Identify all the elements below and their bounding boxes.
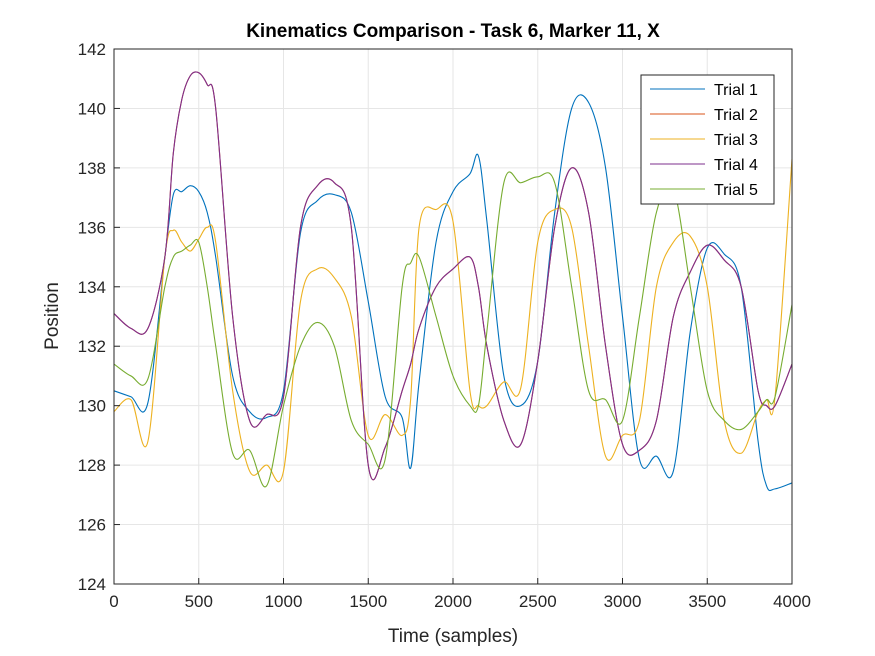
x-axis-label: Time (samples) — [388, 626, 518, 647]
x-tick-label: 3500 — [688, 592, 726, 611]
series-line-trial-5 — [113, 171, 793, 488]
y-tick-label: 126 — [78, 516, 106, 535]
y-tick-label: 132 — [78, 337, 106, 356]
x-tick-label: 4000 — [773, 592, 811, 611]
series-line-trial-3 — [113, 158, 793, 483]
y-tick-label: 124 — [78, 575, 106, 594]
data-series — [113, 71, 793, 492]
x-tick-label: 0 — [109, 592, 118, 611]
y-tick-label: 134 — [78, 278, 106, 297]
axis-ticks: 0 500 1000 1500 2000 2500 3000 3500 4000 124 126 12… — [78, 40, 811, 611]
legend-label-trial-2: Trial 2 — [714, 107, 758, 124]
legend-label-trial-4: Trial 4 — [714, 157, 758, 174]
legend-label-trial-1: Trial 1 — [714, 82, 758, 99]
x-tick-label: 1000 — [265, 592, 303, 611]
x-tick-label: 2000 — [434, 592, 472, 611]
x-tick-label: 2500 — [519, 592, 557, 611]
y-tick-label: 130 — [78, 397, 106, 416]
y-axis-label: Position — [42, 282, 63, 350]
y-tick-label: 138 — [78, 159, 106, 178]
chart-title: Kinematics Comparison - Task 6, Marker 1… — [246, 21, 660, 42]
x-tick-label: 3000 — [604, 592, 642, 611]
y-tick-label: 140 — [78, 99, 106, 118]
x-tick-label: 500 — [185, 592, 213, 611]
legend-label-trial-5: Trial 5 — [714, 182, 758, 199]
y-tick-label: 136 — [78, 218, 106, 237]
legend: Trial 1 Trial 2 Trial 3 Trial 4 Trial 5 — [640, 74, 775, 205]
legend-label-trial-3: Trial 3 — [714, 132, 758, 149]
y-tick-label: 128 — [78, 456, 106, 475]
series-line-trial-4 — [113, 71, 793, 481]
x-tick-label: 1500 — [349, 592, 387, 611]
y-tick-label: 142 — [78, 40, 106, 59]
